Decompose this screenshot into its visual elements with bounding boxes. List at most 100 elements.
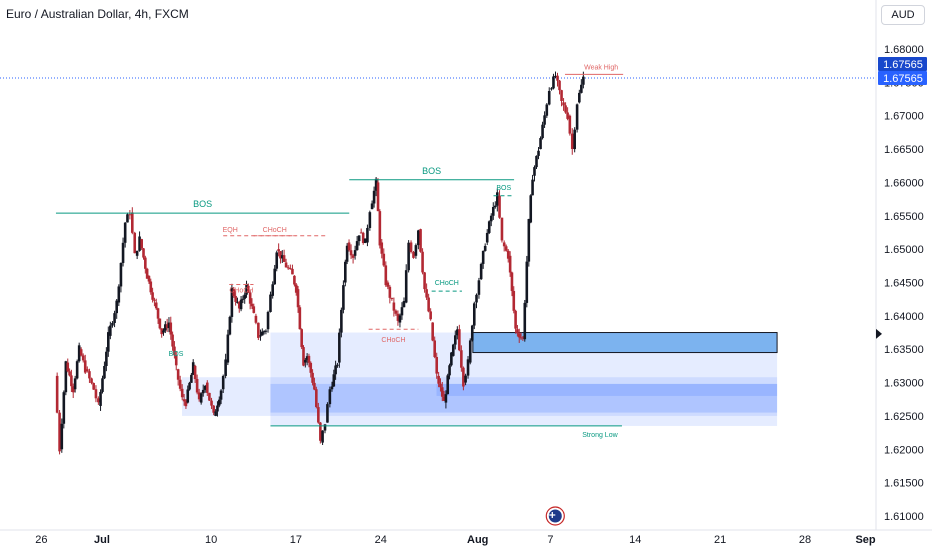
candle-body	[372, 190, 376, 204]
candle-body	[302, 347, 305, 366]
candle-body	[266, 311, 270, 330]
price-tick-label: 1.64000	[884, 311, 924, 323]
candle-body	[531, 179, 534, 196]
candle-body	[529, 195, 533, 223]
candle-body	[390, 297, 394, 299]
price-tag	[878, 71, 927, 85]
candle-body	[191, 362, 195, 375]
price-tick-label: 1.61000	[884, 511, 924, 523]
candle-body	[271, 284, 274, 296]
australia-flag-icon	[548, 509, 562, 523]
candle-body	[164, 324, 167, 331]
candle-body	[105, 351, 108, 366]
candle-body	[479, 263, 483, 280]
candle-body	[453, 335, 457, 345]
candle-body	[440, 387, 444, 397]
annotation-label: Weak High	[584, 64, 618, 71]
candle-body	[248, 292, 252, 304]
candle-body	[321, 430, 324, 443]
candle-body	[566, 112, 569, 119]
candle-body	[145, 268, 149, 279]
candle-body	[66, 362, 70, 372]
candle-body	[370, 203, 374, 210]
time-tick-label: 10	[205, 534, 217, 546]
candle-body	[429, 311, 432, 320]
candle-body	[462, 367, 465, 387]
candle-body	[62, 392, 66, 424]
candle-body	[332, 374, 336, 387]
candle-body	[470, 325, 474, 341]
candle-body	[353, 250, 357, 256]
time-tick-label: 14	[629, 534, 641, 546]
candle-body	[446, 375, 450, 395]
candle-body	[86, 369, 89, 372]
candle-body	[570, 133, 574, 149]
candle-body	[273, 268, 277, 285]
candle-body	[221, 375, 225, 390]
candle-body	[400, 307, 404, 316]
candle-body	[357, 235, 361, 242]
candle-body	[156, 308, 160, 319]
candle-body	[257, 322, 260, 338]
candle-body	[147, 275, 151, 282]
time-tick-label: Jul	[94, 534, 110, 546]
candles	[55, 71, 585, 455]
candle-body	[437, 375, 440, 384]
candle-body	[111, 323, 114, 326]
candle-body	[79, 349, 83, 356]
candle-body	[236, 301, 239, 303]
currency-button[interactable]: AUD	[881, 5, 925, 25]
price-tick-label: 1.66500	[884, 144, 924, 156]
candle-body	[450, 352, 453, 366]
candle-body	[173, 346, 176, 356]
candle-body	[71, 386, 75, 393]
time-tick-label: 26	[35, 534, 47, 546]
candle-body	[99, 391, 102, 406]
candle-body	[195, 379, 199, 393]
candle-body	[307, 355, 311, 363]
candle-body	[568, 115, 572, 134]
candle-body	[439, 383, 442, 388]
candle-body	[326, 404, 329, 423]
candle-body	[508, 255, 512, 273]
candle-body	[506, 250, 510, 259]
candle-body	[73, 378, 77, 390]
candle-body	[338, 332, 341, 363]
annotation-label: BOS	[422, 166, 441, 176]
candle-body	[296, 289, 300, 308]
candle-body	[575, 104, 579, 130]
candle-body	[481, 250, 485, 264]
price-tick-label: 1.63500	[884, 344, 924, 356]
time-tick-label: 21	[714, 534, 726, 546]
candle-body	[550, 88, 553, 90]
candle-body	[442, 396, 446, 401]
candle-body	[398, 315, 402, 323]
candle-body	[90, 378, 93, 384]
candle-body	[113, 313, 116, 324]
candle-body	[154, 302, 158, 309]
candle-body	[58, 412, 61, 452]
candle-body	[425, 289, 428, 298]
candle-body	[456, 329, 459, 336]
candle-body	[344, 261, 347, 283]
candle-body	[552, 76, 555, 89]
candle-body	[208, 392, 211, 401]
price-tick-label: 1.61500	[884, 478, 924, 490]
candle-body	[342, 285, 345, 310]
annotation-label: CHoCH	[435, 280, 459, 287]
price-tick-label: 1.65000	[884, 244, 924, 256]
price-tick-label: 1.65500	[884, 211, 924, 223]
candle-body	[117, 286, 121, 303]
candle-body	[176, 369, 180, 380]
candle-body	[184, 401, 188, 407]
candle-body	[519, 337, 523, 339]
candle-body	[178, 379, 182, 389]
candle-body	[317, 407, 320, 423]
candle-body	[293, 275, 296, 285]
candle-body	[247, 285, 250, 293]
zone-arrow-icon	[876, 328, 882, 339]
candle-body	[298, 307, 302, 330]
candle-body	[219, 390, 223, 400]
